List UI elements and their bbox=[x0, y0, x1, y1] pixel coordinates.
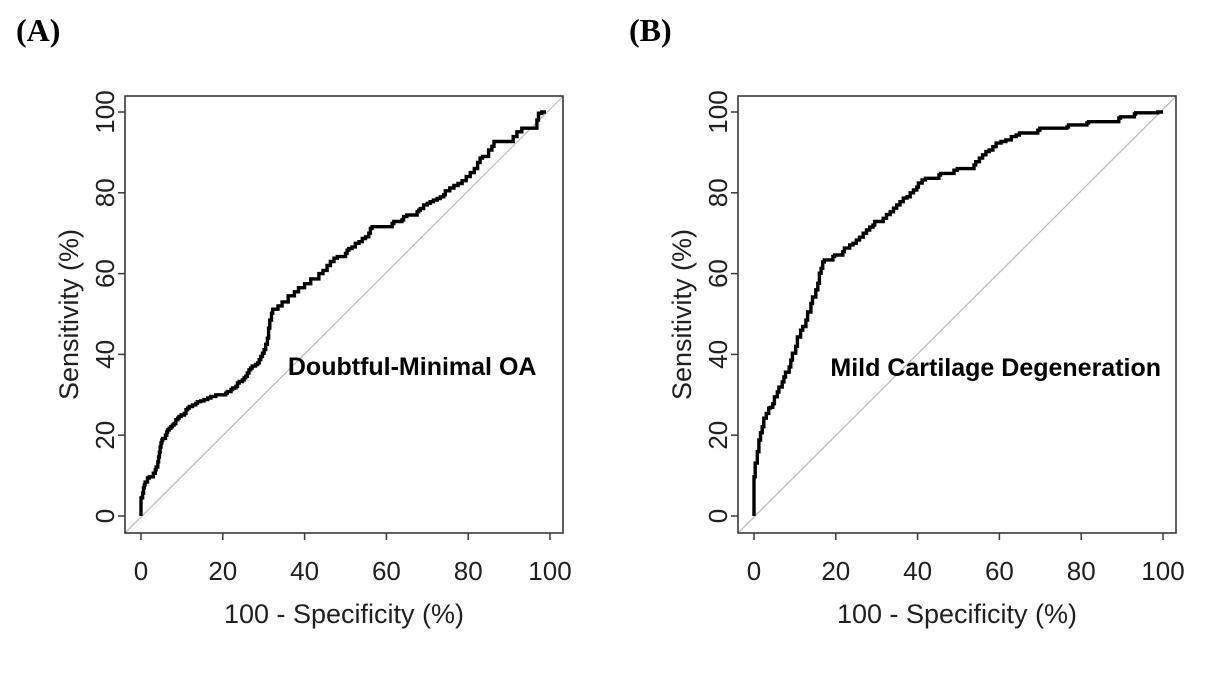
curve-label: Mild Cartilage Degeneration bbox=[830, 354, 1161, 382]
x-tick-label: 100 bbox=[1141, 556, 1184, 586]
x-tick-label: 80 bbox=[1067, 556, 1096, 586]
y-tick-label: 0 bbox=[90, 509, 120, 523]
x-tick-label: 40 bbox=[290, 556, 319, 586]
y-tick-label: 60 bbox=[703, 259, 733, 288]
roc-chart-a: 0 20 40 60 80 100 0 20 40 60 80 100 100 - Specificit… bbox=[54, 90, 572, 629]
roc-curve bbox=[752, 110, 1163, 516]
y-tick-label: 0 bbox=[703, 509, 733, 523]
x-tick-label: 80 bbox=[454, 556, 483, 586]
y-tick-label: 20 bbox=[703, 421, 733, 450]
x-axis-title: 100 - Specificity (%) bbox=[837, 599, 1077, 629]
y-tick-label: 60 bbox=[90, 259, 120, 288]
x-axis-title: 100 - Specificity (%) bbox=[224, 599, 464, 629]
x-tick-label: 20 bbox=[208, 556, 237, 586]
y-tick-label: 80 bbox=[90, 178, 120, 207]
x-tick-label: 60 bbox=[372, 556, 401, 586]
panel-a: (A) 0 20 40 60 80 100 0 20 40 60 80 100 100 - Specif… bbox=[0, 0, 612, 690]
y-tick-label: 20 bbox=[90, 421, 120, 450]
y-tick-label: 100 bbox=[703, 90, 733, 133]
roc-chart-b: 0 20 40 60 80 100 0 20 40 60 80 100 100 - Specificit… bbox=[667, 90, 1185, 629]
x-tick-label: 40 bbox=[903, 556, 932, 586]
y-tick-label: 100 bbox=[90, 90, 120, 133]
x-tick-label: 0 bbox=[747, 556, 761, 586]
chance-diagonal-line bbox=[124, 95, 564, 534]
y-tick-label: 80 bbox=[703, 178, 733, 207]
x-tick-label: 0 bbox=[134, 556, 148, 586]
y-axis-title: Sensitivity (%) bbox=[667, 229, 697, 400]
panel-b: (B) 0 20 40 60 80 100 0 20 40 60 80 100 100 - Specif… bbox=[613, 0, 1225, 690]
y-tick-label: 40 bbox=[90, 340, 120, 369]
panel-b-letter: (B) bbox=[629, 12, 672, 48]
y-axis-title: Sensitivity (%) bbox=[54, 229, 84, 400]
x-tick-label: 100 bbox=[528, 556, 571, 586]
panel-a-letter: (A) bbox=[16, 12, 61, 48]
plot-box bbox=[737, 95, 1177, 534]
x-tick-label: 20 bbox=[821, 556, 850, 586]
roc-curve bbox=[139, 110, 546, 516]
chance-diagonal-line bbox=[737, 95, 1177, 534]
y-tick-label: 40 bbox=[703, 340, 733, 369]
plot-box bbox=[124, 95, 564, 534]
x-tick-label: 60 bbox=[985, 556, 1014, 586]
curve-label: Doubtful-Minimal OA bbox=[288, 353, 537, 381]
